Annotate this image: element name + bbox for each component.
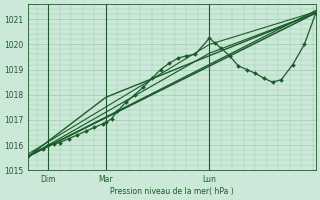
X-axis label: Pression niveau de la mer( hPa ): Pression niveau de la mer( hPa )	[110, 187, 234, 196]
